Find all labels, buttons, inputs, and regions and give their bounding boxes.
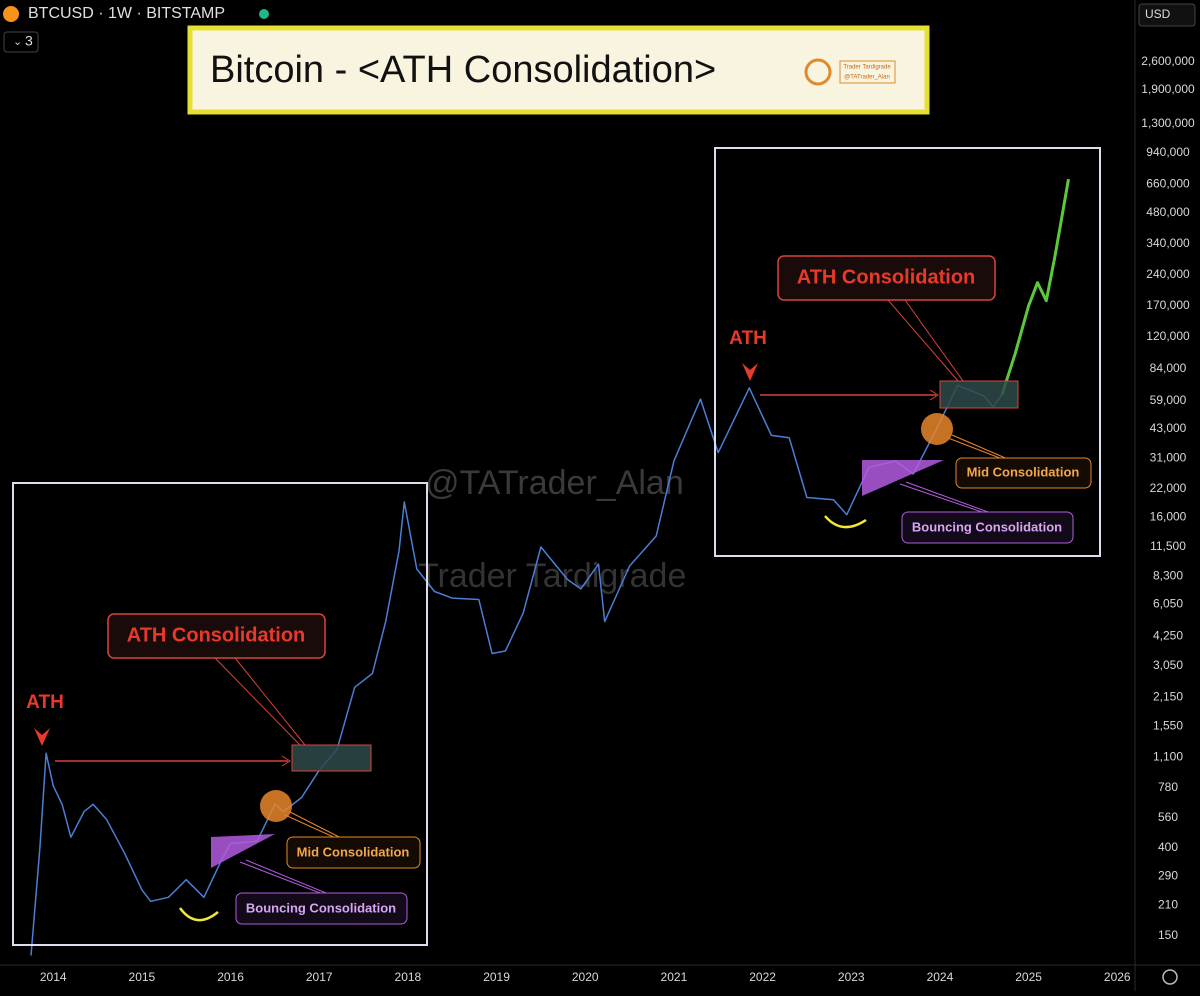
- mid-zone: [921, 413, 953, 445]
- y-tick-label: 16,000: [1150, 510, 1187, 524]
- callout-box: [235, 892, 408, 925]
- watermark: @TATrader_Alan: [425, 464, 684, 502]
- logo-box: [839, 60, 896, 84]
- x-tick-label: 2020: [572, 970, 599, 984]
- mid-zone: [260, 790, 292, 822]
- callout-box: [777, 255, 996, 301]
- y-tick-label: 240,000: [1146, 267, 1190, 281]
- callout-text: Mid Consolidation: [297, 844, 410, 859]
- y-tick-label: 3,050: [1153, 658, 1183, 672]
- y-tick-label: 59,000: [1150, 393, 1187, 407]
- currency-button[interactable]: [1138, 3, 1196, 27]
- consolidation-zone: [291, 744, 372, 772]
- x-tick-label: 2014: [40, 970, 67, 984]
- status-dot: [259, 9, 269, 19]
- ath-arrow: [742, 363, 758, 381]
- x-tick-label: 2016: [217, 970, 244, 984]
- y-tick-label: 43,000: [1150, 421, 1187, 435]
- triangle-zone: [211, 834, 275, 868]
- callout-text: Bouncing Consolidation: [246, 900, 396, 915]
- callout-text: ATH Consolidation: [127, 624, 306, 646]
- triangle-zone: [862, 460, 944, 496]
- y-tick-label: 22,000: [1150, 481, 1187, 495]
- x-tick-label: 2018: [395, 970, 422, 984]
- x-tick-label: 2015: [129, 970, 156, 984]
- y-tick-label: 84,000: [1150, 361, 1187, 375]
- x-tick-label: 2025: [1015, 970, 1042, 984]
- y-tick-label: 4,250: [1153, 628, 1183, 642]
- plot-area: [30, 178, 1070, 956]
- y-tick-label: 340,000: [1146, 236, 1190, 250]
- logo-icon: [804, 58, 832, 86]
- y-tick-label: 560: [1158, 810, 1178, 824]
- y-tick-label: 150: [1158, 928, 1178, 942]
- settings-icon[interactable]: [1162, 969, 1178, 985]
- price-line: [30, 384, 1003, 956]
- x-tick-label: 2021: [661, 970, 688, 984]
- y-tick-label: 660,000: [1146, 177, 1190, 191]
- bounce-arrow: [824, 515, 867, 529]
- coin-icon: [3, 6, 19, 22]
- consolidation-zone: [939, 380, 1019, 409]
- callout-text: ATH Consolidation: [797, 266, 976, 288]
- logo-text: Trader Tardigrade: [843, 65, 891, 71]
- symbol: BTCUSD · 1W · BITSTAMP: [28, 5, 225, 22]
- y-tick-label: 8,300: [1153, 568, 1183, 582]
- callout-text: Bouncing Consolidation: [912, 519, 1062, 534]
- x-tick-label: 2026: [1104, 970, 1131, 984]
- x-tick-label: 2019: [483, 970, 510, 984]
- x-tick-label: 2024: [927, 970, 954, 984]
- ath-arrow: [34, 728, 50, 746]
- y-tick-label: 11,500: [1150, 539, 1186, 553]
- callout-box: [286, 836, 421, 869]
- callout-box: [955, 457, 1092, 489]
- indicator-count: 3: [25, 33, 33, 49]
- highlight-frame: [12, 482, 428, 946]
- y-tick-label: 2,600,000: [1141, 54, 1195, 68]
- title-box: [187, 25, 930, 115]
- callout-box: [901, 511, 1074, 544]
- y-tick-label: 2,150: [1153, 689, 1183, 703]
- price-line: [1000, 178, 1070, 396]
- x-tick-label: 2023: [838, 970, 865, 984]
- y-tick-label: 780: [1158, 780, 1178, 794]
- ath-label: ATH: [26, 692, 64, 713]
- watermark: Trader Tardigrade: [418, 557, 686, 595]
- y-tick-label: 940,000: [1146, 145, 1190, 159]
- y-tick-label: 290: [1158, 869, 1178, 883]
- ath-label: ATH: [729, 328, 767, 349]
- callout-box: [107, 613, 326, 659]
- chevron: ⌄: [13, 36, 22, 48]
- x-tick-label: 2017: [306, 970, 333, 984]
- y-tick-label: 480,000: [1146, 205, 1190, 219]
- y-tick-label: 170,000: [1146, 298, 1190, 312]
- indicator-toggle[interactable]: [3, 31, 39, 53]
- logo-text: @TATrader_Alan: [844, 75, 890, 81]
- y-tick-label: 31,000: [1150, 450, 1187, 464]
- chart-title: Bitcoin - <ATH Consolidation>: [210, 49, 716, 91]
- currency: USD: [1145, 7, 1171, 21]
- highlight-frame: [714, 147, 1101, 557]
- y-tick-label: 210: [1158, 898, 1178, 912]
- arrow-head: [929, 389, 939, 401]
- y-tick-label: 6,050: [1153, 597, 1183, 611]
- y-tick-label: 400: [1158, 840, 1178, 854]
- callout-text: Mid Consolidation: [967, 464, 1080, 479]
- y-tick-label: 1,550: [1153, 719, 1183, 733]
- arrow-head: [281, 755, 291, 767]
- y-tick-label: 1,100: [1153, 749, 1183, 763]
- bounce-arrow: [178, 907, 219, 922]
- y-tick-label: 1,900,000: [1141, 82, 1195, 96]
- y-tick-label: 120,000: [1146, 329, 1190, 343]
- y-tick-label: 1,300,000: [1141, 116, 1195, 130]
- x-tick-label: 2022: [749, 970, 776, 984]
